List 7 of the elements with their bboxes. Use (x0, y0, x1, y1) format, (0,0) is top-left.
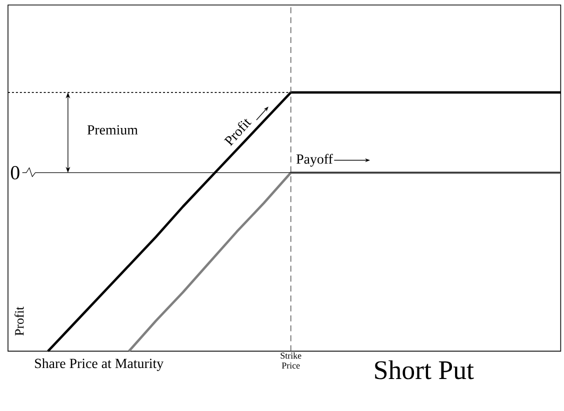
x-axis-title: Share Price at Maturity (35, 358, 164, 372)
ref-line-label: 0 (10, 166, 20, 180)
text: Short Put (375, 360, 474, 380)
annotation: Payoff (296, 154, 333, 167)
annotation: Premium (87, 125, 138, 135)
text: Strike Price (280, 352, 302, 369)
y-axis-title: Profit (14, 306, 24, 336)
